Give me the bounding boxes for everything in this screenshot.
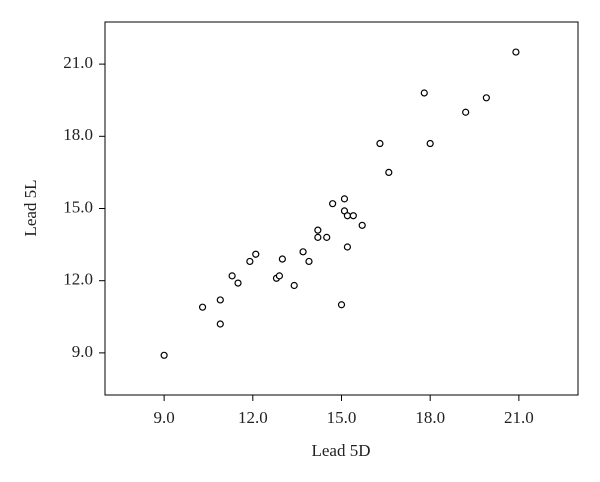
x-tick-label: 21.0: [504, 408, 534, 427]
point: [358, 221, 366, 229]
point: [314, 233, 322, 241]
point: [462, 108, 470, 116]
y-tick-label: 21.0: [63, 53, 93, 72]
point: [305, 257, 313, 266]
x-tick-label: 12.0: [238, 408, 268, 427]
point: [216, 320, 224, 328]
point: [343, 212, 352, 220]
point: [420, 89, 428, 97]
point: [198, 303, 207, 311]
point: [323, 233, 331, 241]
y-tick-label: 15.0: [63, 197, 93, 216]
point: [299, 248, 307, 256]
point: [512, 48, 520, 56]
point: [349, 212, 357, 220]
point: [314, 226, 322, 234]
point: [246, 257, 254, 266]
point: [228, 272, 236, 280]
point: [329, 200, 337, 208]
point: [376, 139, 384, 148]
y-axis-label: Lead 5L: [21, 179, 40, 236]
point: [343, 243, 352, 251]
point: [482, 94, 490, 102]
point: [160, 351, 168, 359]
point: [275, 272, 284, 280]
y-tick-label: 18.0: [63, 125, 93, 144]
point: [278, 255, 286, 263]
y-tick-label: 12.0: [63, 270, 93, 289]
point: [337, 301, 346, 309]
plot-frame: [104, 21, 579, 396]
point: [234, 279, 242, 287]
x-tick-label: 9.0: [154, 408, 175, 427]
point: [216, 296, 224, 304]
point: [290, 281, 298, 290]
point: [340, 195, 349, 203]
point: [426, 139, 434, 148]
point: [385, 168, 393, 177]
point: [252, 250, 260, 258]
x-tick-label: 18.0: [415, 408, 445, 427]
y-tick-label: 9.0: [72, 342, 93, 361]
x-tick-label: 15.0: [327, 408, 357, 427]
x-axis-label: Lead 5D: [311, 441, 370, 460]
